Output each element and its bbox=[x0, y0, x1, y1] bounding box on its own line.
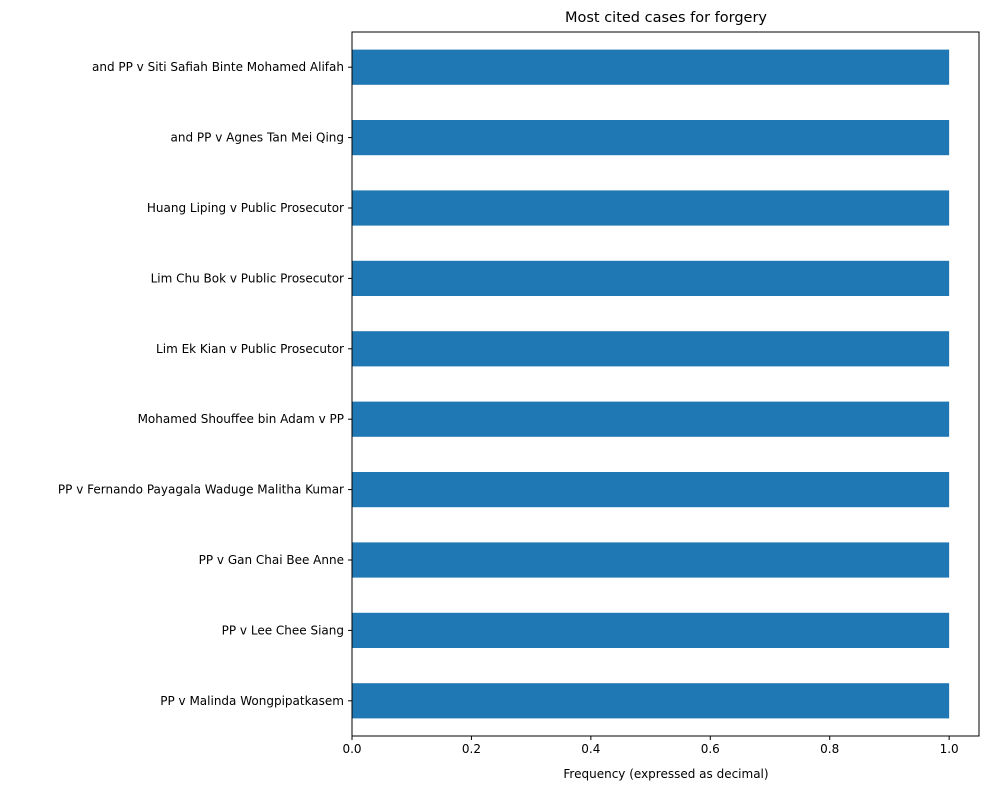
plot-area-frame bbox=[351, 31, 980, 737]
bar bbox=[352, 612, 950, 648]
x-tick-label: 1.0 bbox=[940, 742, 959, 756]
x-tick-label: 0.6 bbox=[701, 742, 720, 756]
x-tick-label: 0.0 bbox=[342, 742, 361, 756]
y-tick-label: Lim Ek Kian v Public Prosecutor bbox=[156, 342, 344, 356]
bar bbox=[352, 401, 950, 437]
y-tick-label: PP v Malinda Wongpipatkasem bbox=[160, 694, 344, 708]
y-tick-label: PP v Gan Chai Bee Anne bbox=[199, 553, 344, 567]
bar bbox=[352, 190, 950, 226]
bar bbox=[352, 120, 950, 156]
y-tick-label: Huang Liping v Public Prosecutor bbox=[147, 201, 344, 215]
x-tick-label: 0.8 bbox=[820, 742, 839, 756]
bar bbox=[352, 260, 950, 296]
bars-layer bbox=[352, 49, 950, 719]
bar bbox=[352, 49, 950, 85]
y-tick-label: PP v Fernando Payagala Waduge Malitha Ku… bbox=[58, 483, 344, 497]
bar bbox=[352, 331, 950, 367]
y-tick-label: Lim Chu Bok v Public Prosecutor bbox=[151, 271, 344, 285]
x-tick-label: 0.2 bbox=[462, 742, 481, 756]
y-tick-label: and PP v Agnes Tan Mei Qing bbox=[171, 131, 344, 145]
y-tick-label: Mohamed Shouffee bin Adam v PP bbox=[138, 412, 344, 426]
x-axis-ticks: 0.0 0.2 0.4 0.6 0.8 1.0 bbox=[342, 736, 959, 756]
bar bbox=[352, 683, 950, 719]
bar bbox=[352, 472, 950, 508]
y-axis-ticks: and PP v Siti Safiah Binte Mohamed Alifa… bbox=[58, 60, 352, 708]
y-tick-label: and PP v Siti Safiah Binte Mohamed Alifa… bbox=[92, 60, 344, 74]
y-tick-label: PP v Lee Chee Siang bbox=[222, 623, 344, 637]
bar bbox=[352, 542, 950, 578]
x-tick-label: 0.4 bbox=[581, 742, 600, 756]
x-axis-label: Frequency (expressed as decimal) bbox=[563, 767, 768, 781]
chart-title: Most cited cases for forgery bbox=[565, 10, 767, 26]
